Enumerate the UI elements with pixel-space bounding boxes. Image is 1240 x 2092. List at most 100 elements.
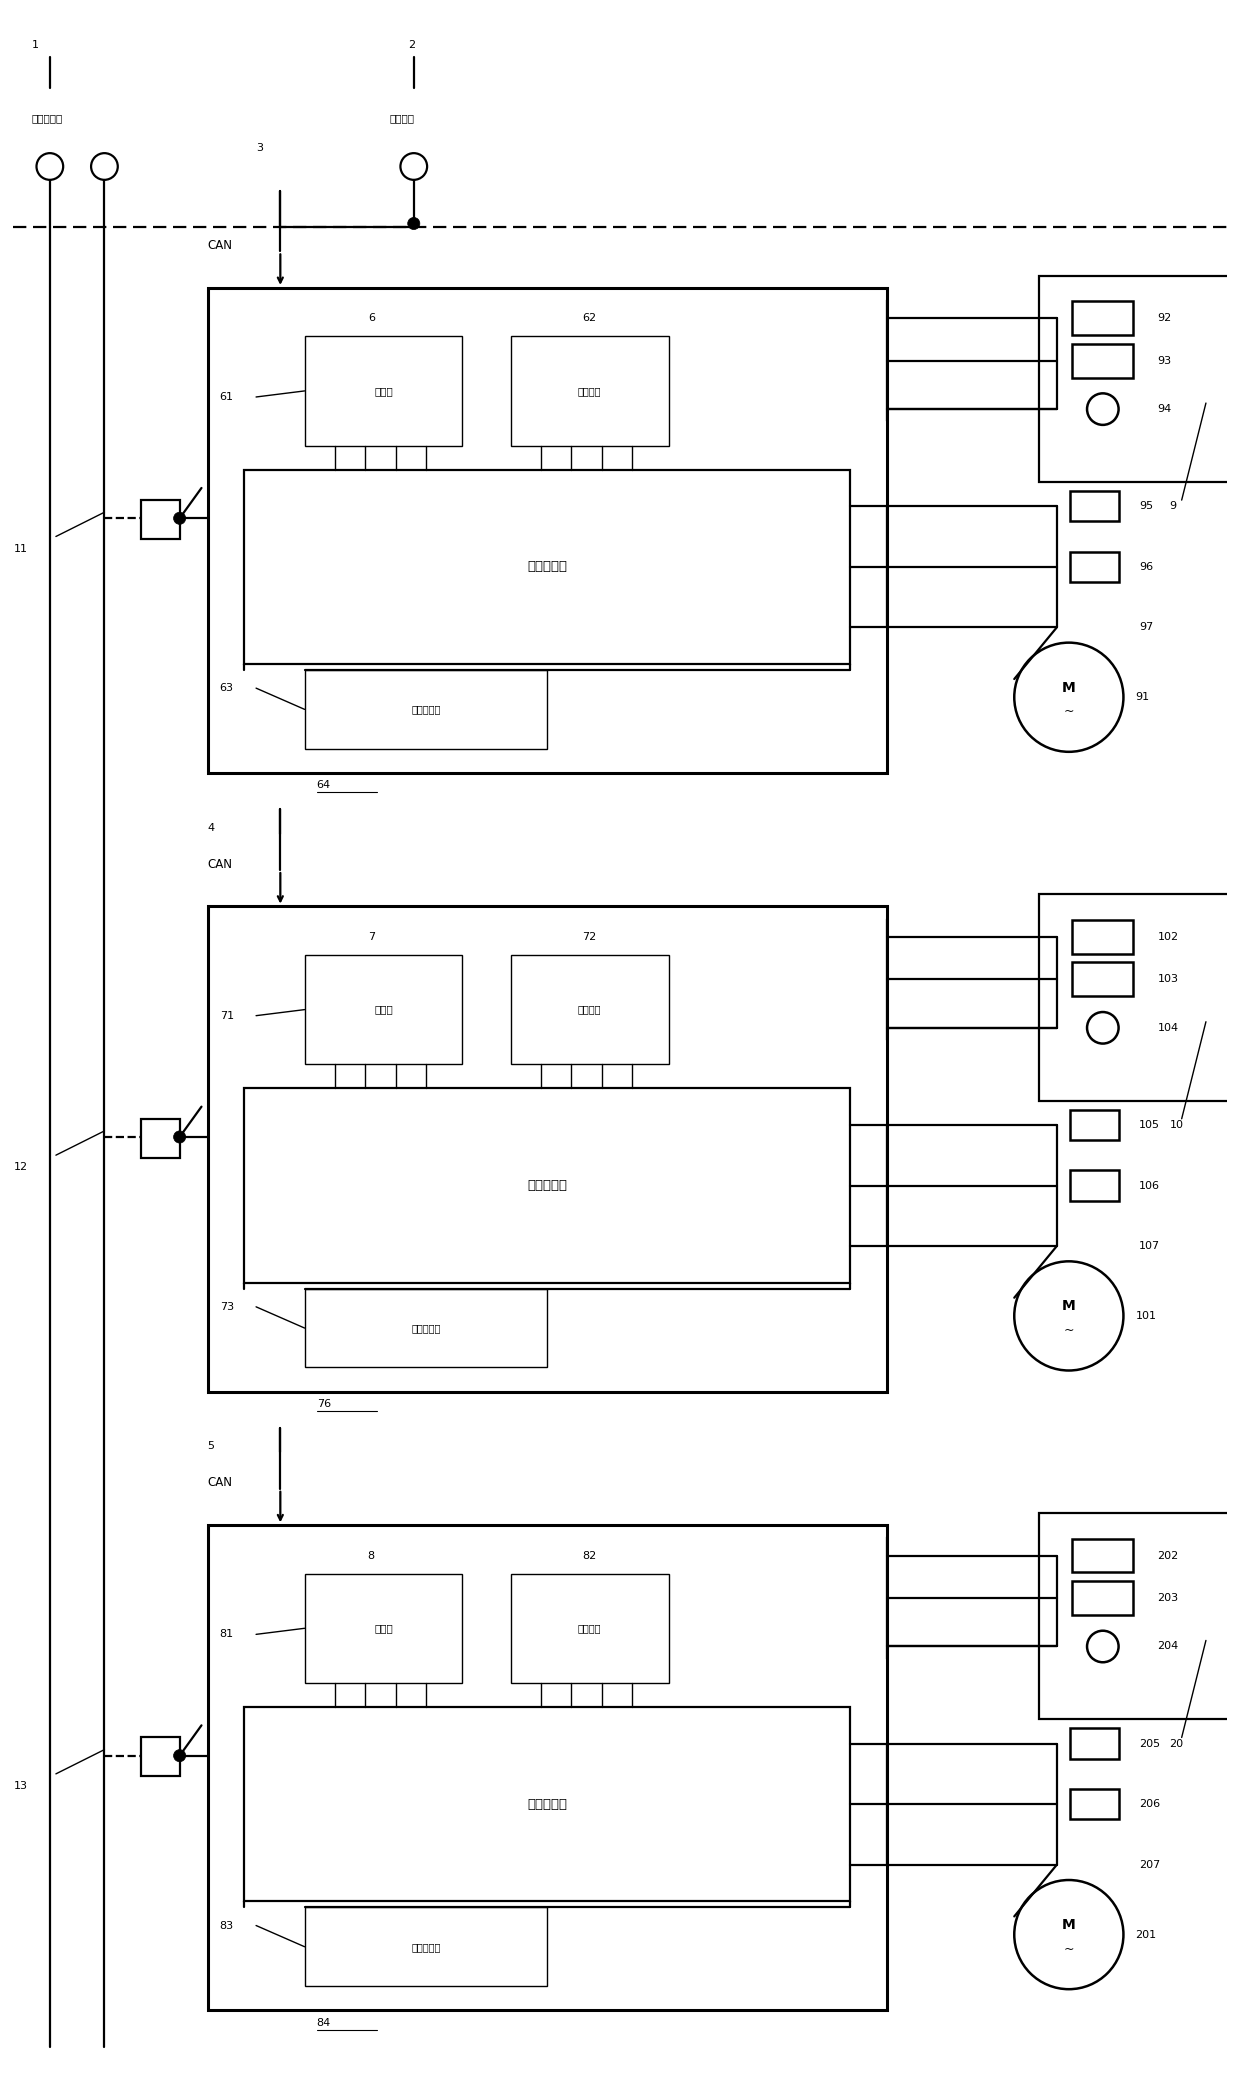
Text: 备用电源: 备用电源 [578,385,601,395]
Bar [141,1119,180,1157]
Text: 备用电源: 备用电源 [578,1623,601,1634]
Text: 8: 8 [368,1550,374,1561]
Bar [244,1088,851,1282]
Text: 95: 95 [1140,502,1153,510]
Text: 106: 106 [1140,1180,1161,1190]
Text: 82: 82 [583,1550,596,1561]
Bar [1070,1109,1118,1140]
Bar [141,500,180,540]
Circle shape [1014,1261,1123,1370]
Text: ~: ~ [1064,705,1074,718]
Text: 83: 83 [219,1920,234,1931]
Bar [207,289,887,774]
Circle shape [408,218,420,230]
Text: 97: 97 [1140,623,1153,632]
Bar [1073,301,1133,335]
Bar [1070,1169,1118,1201]
Text: 系统安全锁: 系统安全锁 [32,113,63,123]
Text: 207: 207 [1140,1860,1161,1870]
Text: 81: 81 [219,1630,234,1640]
Text: ~: ~ [1064,1943,1074,1956]
Bar [511,337,668,446]
Text: 1: 1 [32,40,38,50]
Text: M: M [1061,1299,1076,1314]
Bar [1070,1789,1118,1820]
Circle shape [401,153,427,180]
Bar [1039,895,1233,1100]
Text: 12: 12 [14,1163,27,1172]
Bar [1073,1538,1133,1573]
Text: 超级电容组: 超级电容组 [412,1322,440,1333]
Text: 84: 84 [316,2017,331,2027]
Text: 61: 61 [219,391,233,402]
Bar [1073,962,1133,996]
Text: 变浆驱动器: 变浆驱动器 [527,1797,567,1812]
Text: 71: 71 [219,1010,234,1021]
Text: CAN: CAN [207,858,233,870]
Text: 204: 204 [1157,1642,1179,1651]
Text: 103: 103 [1157,975,1178,983]
Circle shape [1014,642,1123,751]
Circle shape [1087,393,1118,425]
Circle shape [1087,1632,1118,1663]
Text: 73: 73 [219,1301,234,1312]
Text: 7: 7 [368,931,374,941]
Text: 6: 6 [368,314,374,322]
Text: 64: 64 [316,780,331,791]
Text: 72: 72 [583,931,596,941]
Bar [305,1573,463,1682]
Bar [305,669,547,749]
Bar [141,1738,180,1776]
Bar [305,956,463,1065]
Text: 76: 76 [316,1400,331,1408]
Text: 变浆驱动器: 变浆驱动器 [527,1180,567,1192]
Text: 3: 3 [257,142,263,153]
Bar [1073,1582,1133,1615]
Text: 2: 2 [408,40,415,50]
Circle shape [174,513,186,525]
Text: CAN: CAN [207,238,233,251]
Text: 11: 11 [14,544,27,554]
Bar [305,1289,547,1368]
Text: 备用电源: 备用电源 [578,1004,601,1015]
Circle shape [1087,1013,1118,1044]
Text: M: M [1061,680,1076,695]
Bar [207,1525,887,2010]
Bar [1039,276,1233,481]
Text: 5: 5 [207,1441,215,1452]
Circle shape [36,153,63,180]
Text: 20: 20 [1169,1738,1184,1749]
Text: ~: ~ [1064,1324,1074,1337]
Bar [1070,552,1118,582]
Text: 101: 101 [1136,1312,1157,1320]
Bar [511,1573,668,1682]
Bar [1039,1513,1233,1720]
Text: 13: 13 [14,1780,27,1791]
Text: 主电源: 主电源 [374,385,393,395]
Text: 203: 203 [1157,1592,1178,1602]
Bar [305,337,463,446]
Text: 104: 104 [1157,1023,1178,1033]
Text: 63: 63 [219,684,233,692]
Bar [207,906,887,1391]
Text: 94: 94 [1157,404,1172,414]
Text: 62: 62 [583,314,596,322]
Circle shape [174,1749,186,1761]
Circle shape [1014,1881,1123,1989]
Text: 超级电容组: 超级电容组 [412,1941,440,1952]
Text: 主电源: 主电源 [374,1004,393,1015]
Text: 4: 4 [207,822,215,833]
Circle shape [174,1132,186,1142]
Bar [1073,920,1133,954]
Bar [1070,1728,1118,1759]
Bar [1073,343,1133,377]
Text: 主电源: 主电源 [374,1623,393,1634]
Bar [1070,492,1118,521]
Text: 205: 205 [1140,1738,1161,1749]
Bar [244,471,851,663]
Bar [511,956,668,1065]
Text: 96: 96 [1140,563,1153,571]
Text: 102: 102 [1157,931,1178,941]
Text: 10: 10 [1169,1119,1183,1130]
Text: 201: 201 [1136,1929,1157,1939]
